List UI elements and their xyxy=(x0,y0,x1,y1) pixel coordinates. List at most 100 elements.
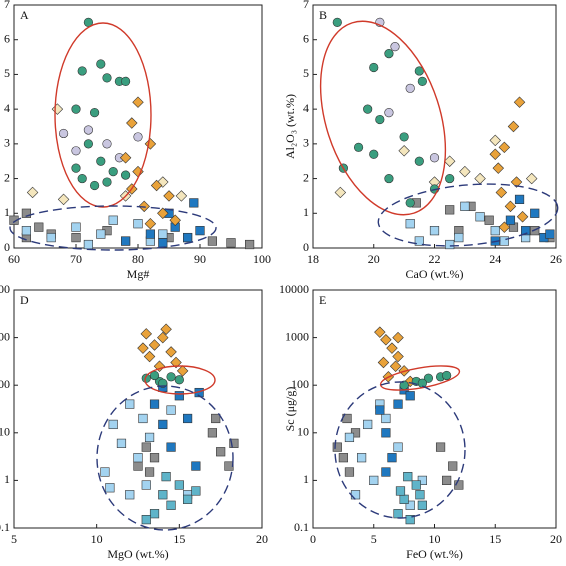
data-point xyxy=(77,66,87,76)
data-point xyxy=(381,428,391,438)
group-ellipse xyxy=(9,205,217,251)
data-point xyxy=(460,201,470,211)
x-tick-label: 20 xyxy=(256,532,268,546)
data-point xyxy=(403,472,413,482)
data-point xyxy=(144,138,157,150)
data-point xyxy=(144,467,155,477)
data-point xyxy=(384,108,394,118)
data-point xyxy=(149,509,160,519)
data-point xyxy=(133,132,143,142)
x-tick-label: 10 xyxy=(429,532,441,546)
data-point xyxy=(398,145,410,157)
highlight-ellipse xyxy=(144,365,216,395)
y-tick-label: 1 xyxy=(303,472,309,486)
plot-frame xyxy=(13,289,263,529)
x-axis-label: FeO (wt.%) xyxy=(406,547,463,561)
data-point xyxy=(429,226,440,236)
x-tick-label: 90 xyxy=(194,252,206,266)
data-point xyxy=(57,193,70,206)
y-tick-label: 4 xyxy=(4,101,10,115)
plot-frame xyxy=(13,4,263,249)
data-point xyxy=(26,186,39,199)
data-point xyxy=(158,490,168,500)
data-point xyxy=(545,229,555,239)
data-point xyxy=(381,467,391,477)
data-point xyxy=(369,149,379,159)
data-point xyxy=(490,226,500,236)
data-point xyxy=(100,467,110,477)
data-point xyxy=(377,356,390,369)
data-point xyxy=(169,214,181,226)
data-point xyxy=(71,222,81,232)
data-point xyxy=(137,342,149,354)
x-tick-label: 15 xyxy=(489,532,501,546)
y-tick-label: 3 xyxy=(4,136,10,150)
data-point xyxy=(338,453,348,463)
data-point xyxy=(474,172,486,185)
data-point xyxy=(102,139,112,149)
data-point xyxy=(143,350,156,363)
data-point xyxy=(405,219,415,229)
data-point xyxy=(189,198,199,208)
data-point xyxy=(344,467,355,477)
data-point xyxy=(174,375,184,385)
data-point xyxy=(393,399,403,409)
data-point xyxy=(435,442,446,452)
data-point xyxy=(499,236,509,246)
group-ellipse xyxy=(96,385,234,531)
data-point xyxy=(166,372,176,382)
data-point xyxy=(350,490,361,500)
y-axis-label: Sc (μg/g) xyxy=(283,387,297,432)
data-point xyxy=(504,200,517,213)
data-point xyxy=(387,453,397,463)
data-point xyxy=(423,373,434,383)
data-point xyxy=(386,342,398,354)
data-point xyxy=(414,66,424,76)
data-point xyxy=(176,365,189,377)
data-point xyxy=(405,198,415,208)
data-point xyxy=(51,103,64,115)
data-point xyxy=(384,48,394,59)
data-point xyxy=(229,438,239,448)
x-tick-label: 5 xyxy=(371,532,377,546)
data-point xyxy=(89,108,100,118)
data-point xyxy=(245,239,255,250)
data-point xyxy=(516,211,529,223)
data-point xyxy=(442,475,452,486)
x-tick-label: 24 xyxy=(489,252,501,266)
data-point xyxy=(165,346,177,358)
data-point xyxy=(514,194,525,205)
data-point xyxy=(133,453,143,463)
y-axis-label: Al₂O₃ (wt.%) xyxy=(283,94,297,159)
y-tick-label: 0.1 xyxy=(294,520,309,534)
highlight-ellipse xyxy=(379,365,461,391)
data-point xyxy=(489,148,501,160)
data-point xyxy=(507,120,520,133)
data-point xyxy=(369,62,379,73)
data-point xyxy=(513,96,526,108)
data-point xyxy=(415,490,425,500)
group-ellipse xyxy=(377,183,559,247)
data-point xyxy=(158,229,168,239)
data-point xyxy=(102,73,112,83)
data-point xyxy=(525,172,538,185)
group-ellipse xyxy=(334,381,466,519)
panel-label: E xyxy=(319,293,326,307)
y-tick-label: 3 xyxy=(303,136,309,150)
data-point xyxy=(405,391,415,401)
data-point xyxy=(191,486,201,496)
data-point xyxy=(157,176,169,188)
data-point xyxy=(211,413,221,424)
data-point xyxy=(505,215,516,225)
data-point xyxy=(108,419,118,430)
data-point xyxy=(120,170,131,180)
data-point xyxy=(158,419,168,430)
data-point xyxy=(332,442,342,452)
data-point xyxy=(510,176,523,188)
data-point xyxy=(389,360,402,372)
data-point xyxy=(138,413,148,424)
data-point xyxy=(9,215,19,225)
data-point xyxy=(393,442,403,452)
data-point xyxy=(71,232,81,243)
data-point xyxy=(445,173,455,184)
